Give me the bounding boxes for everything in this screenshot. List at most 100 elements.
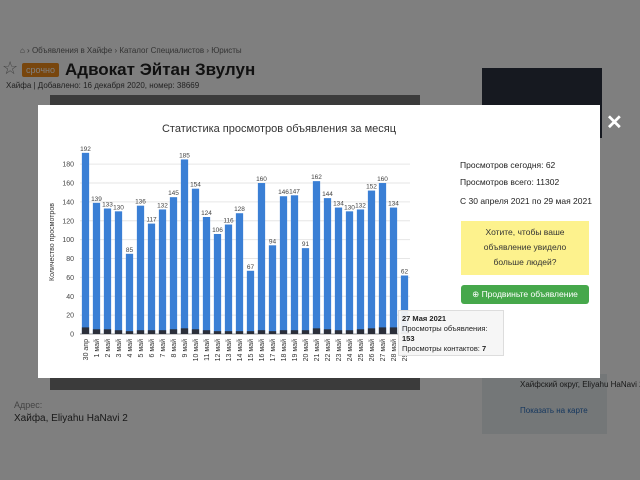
bar: [334, 330, 343, 334]
data-label: 160: [256, 176, 267, 183]
bar: [213, 331, 222, 334]
data-label: 147: [289, 188, 300, 195]
data-label: 132: [157, 202, 168, 209]
bar: [257, 183, 266, 334]
bar: [389, 327, 398, 334]
bar: [147, 330, 156, 334]
data-label: 91: [302, 241, 310, 248]
data-label: 128: [234, 206, 245, 213]
bar: [367, 328, 376, 334]
bar: [224, 224, 233, 334]
x-tick-label: 15 май: [247, 339, 255, 361]
data-label: 144: [322, 191, 333, 198]
x-tick-label: 6 май: [148, 339, 156, 358]
bar: [301, 248, 310, 334]
data-label: 85: [126, 247, 134, 254]
bar: [158, 209, 167, 334]
data-label: 152: [366, 184, 377, 191]
stat: С 30 апреля 2021 по 29 мая 2021: [460, 196, 592, 206]
x-tick-label: 21 май: [313, 339, 321, 361]
y-tick-label: 0: [70, 332, 74, 339]
x-tick-label: 30 апр: [83, 339, 90, 360]
x-tick-label: 3 май: [115, 339, 123, 358]
x-tick-label: 18 май: [280, 339, 288, 361]
bar: [246, 270, 255, 334]
bar: [323, 329, 332, 334]
bar: [235, 331, 244, 334]
bar: [290, 330, 299, 334]
bar: [312, 181, 321, 334]
button-label[interactable]: Продвиньте объявление: [481, 289, 578, 299]
data-label: 117: [146, 217, 157, 224]
bar: [125, 253, 134, 334]
data-label: 133: [102, 202, 113, 209]
bar: [323, 198, 332, 334]
y-axis-label: Количество просмотров: [49, 203, 56, 281]
bar: [169, 197, 178, 334]
bar: [114, 211, 123, 334]
y-tick-label: 140: [62, 199, 74, 206]
data-label: 185: [179, 152, 190, 159]
close-button[interactable]: ✕: [606, 112, 623, 134]
tooltip-date: 27 Мая 2021: [402, 314, 447, 323]
data-label: 160: [377, 176, 388, 183]
modal: Статистика просмотров объявления за меся…: [38, 105, 600, 378]
bar: [301, 330, 310, 334]
bar: [180, 159, 189, 334]
x-tick-label: 16 май: [258, 339, 266, 361]
y-tick-label: 160: [62, 181, 74, 188]
x-tick-label: 24 май: [346, 339, 354, 361]
data-label: 130: [113, 204, 124, 211]
bar: [356, 329, 365, 334]
bar: [213, 233, 222, 334]
tooltip-label: Просмотры контактов:: [402, 344, 480, 353]
bar: [114, 330, 123, 334]
bar: [92, 329, 101, 334]
bar: [136, 330, 145, 334]
data-label: 106: [212, 227, 223, 234]
bar: [202, 330, 211, 334]
tooltip-value: 7: [481, 344, 487, 353]
x-tick-label: 4 май: [126, 339, 134, 358]
x-tick-label: 27 май: [379, 339, 387, 361]
x-tick-label: 12 май: [214, 339, 222, 361]
bar: [378, 327, 387, 334]
x-tick-label: 2 май: [104, 339, 112, 358]
bar: [169, 329, 178, 334]
data-label: 67: [247, 264, 255, 271]
chart: Количество просмотров 0 20 40 60 80 100 120 140 1…: [49, 146, 410, 361]
stat: Просмотров всего: 11302: [460, 177, 560, 187]
bar: [345, 211, 354, 334]
bar: [125, 331, 134, 334]
tooltip-label: Просмотры объявления:: [402, 324, 488, 333]
x-tick-label: 11 май: [203, 339, 211, 361]
data-label: 154: [190, 182, 201, 189]
y-tick-label: 40: [66, 294, 74, 301]
x-tick-label: 14 май: [236, 339, 244, 361]
tooltip: 27 Мая 2021 Просмотры объявления: 153 Пр…: [398, 310, 504, 356]
y-tick-label: 20: [66, 313, 74, 320]
data-label: 136: [135, 199, 146, 206]
x-tick-label: 13 май: [225, 339, 233, 361]
bar: [279, 196, 288, 334]
x-tick-label: 17 май: [269, 339, 277, 361]
bar: [312, 328, 321, 334]
x-tick-label: 9 май: [181, 339, 189, 358]
promote-button[interactable]: ⊕ Продвиньте объявление: [461, 285, 589, 304]
bar: [103, 329, 112, 334]
data-label: 116: [223, 218, 234, 225]
bar: [191, 329, 200, 334]
y-tick-label: 180: [62, 162, 74, 169]
bar: [334, 207, 343, 334]
x-tick-label: 22 май: [324, 339, 332, 361]
bar: [378, 183, 387, 334]
data-label: 145: [168, 190, 179, 197]
x-tick-label: 25 май: [357, 339, 365, 361]
bar: [202, 216, 211, 334]
y-tick-label: 100: [62, 237, 74, 244]
data-label: 62: [401, 268, 409, 275]
bar: [136, 205, 145, 334]
x-tick-label: 23 май: [335, 339, 343, 361]
bar: [389, 207, 398, 334]
